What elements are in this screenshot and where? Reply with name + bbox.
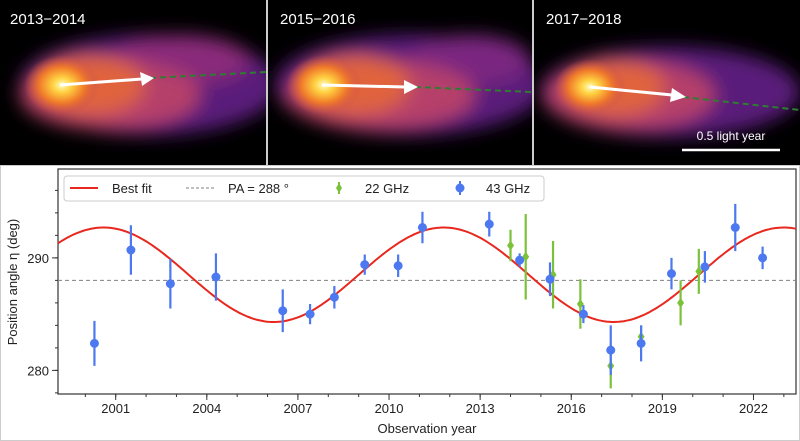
legend-43ghz-label: 43 GHz (486, 181, 530, 196)
circle-marker (278, 306, 288, 316)
legend-22ghz-label: 22 GHz (365, 181, 409, 196)
circle-marker (758, 253, 768, 263)
panel-label: 2017−2018 (546, 11, 622, 28)
point-43ghz (393, 254, 403, 277)
point-43ghz (484, 211, 494, 237)
x-tick-label: 2004 (192, 401, 221, 416)
circle-marker (666, 269, 676, 279)
scale-bar-label: 0.5 light year (697, 129, 766, 143)
circle-marker (211, 272, 221, 282)
point-43ghz (126, 225, 136, 275)
circle-marker (515, 255, 525, 265)
legend-43ghz-swatch (455, 183, 465, 193)
point-43ghz (305, 304, 315, 325)
circle-marker (730, 223, 740, 232)
panel-label: 2013−2014 (10, 11, 86, 28)
circle-marker (165, 279, 175, 289)
point-43ghz (211, 253, 221, 301)
circle-marker (305, 309, 315, 319)
legend-fit-label: Best fit (112, 181, 152, 196)
point-43ghz (89, 320, 99, 366)
legend-22ghz-swatch (336, 183, 342, 193)
image-panel-2015-2016: 2015−2016 (268, 0, 532, 165)
point-22ghz (677, 280, 685, 326)
point-43ghz (515, 253, 525, 267)
plot-area (57, 168, 797, 395)
y-tick-label: 280 (27, 363, 49, 378)
x-tick-label: 2007 (283, 401, 312, 416)
panel-label: 2015−2016 (280, 11, 356, 28)
x-tick-label: 2001 (101, 401, 130, 416)
diamond-marker (576, 299, 584, 309)
x-tick-label: 2022 (739, 401, 768, 416)
circle-marker (484, 219, 494, 229)
image-panel-2013-2014: 2013−2014 (0, 0, 266, 165)
point-43ghz (758, 246, 768, 270)
point-43ghz (700, 251, 710, 283)
diamond-marker (507, 240, 515, 251)
diamond-marker (677, 297, 685, 308)
point-22ghz (695, 248, 703, 294)
point-22ghz (576, 279, 584, 329)
x-axis-label: Observation year (378, 421, 478, 436)
point-43ghz (360, 254, 370, 275)
circle-marker (578, 309, 588, 319)
circle-marker (89, 338, 99, 348)
point-43ghz (165, 259, 175, 309)
y-axis-label: Position angle η (deg) (5, 219, 20, 345)
arrow-icon (670, 88, 686, 102)
circle-marker (360, 260, 370, 270)
circle-marker (606, 345, 616, 355)
point-43ghz (417, 211, 427, 244)
circle-marker (636, 338, 646, 348)
arrow-icon (404, 80, 418, 94)
point-43ghz (606, 325, 616, 375)
x-tick-label: 2013 (466, 401, 495, 416)
point-43ghz (666, 257, 676, 290)
legend: Best fit PA = 288 ° 22 GHz 43 GHz (63, 175, 545, 202)
circle-marker (700, 262, 710, 272)
point-43ghz (636, 325, 646, 362)
point-43ghz (278, 289, 288, 333)
diamond-marker (695, 266, 703, 277)
point-43ghz (730, 203, 740, 252)
image-panel-2017-2018: 2017−2018 0.5 light year (534, 0, 800, 165)
y-tick-label: 290 (27, 251, 49, 266)
circle-marker (393, 261, 403, 271)
arrow-icon (140, 72, 154, 86)
best-fit-curve (57, 226, 797, 323)
x-tick-label: 2016 (557, 401, 586, 416)
point-22ghz (507, 229, 515, 262)
circle-marker (417, 223, 427, 232)
chart: 2001 2004 2007 2010 2013 2016 2019 2022 280 290 B… (5, 168, 797, 436)
circle-marker (329, 292, 339, 302)
point-43ghz (329, 286, 339, 309)
x-tick-label: 2019 (648, 401, 677, 416)
legend-pa-label: PA = 288 ° (228, 181, 289, 196)
x-tick-label: 2010 (375, 401, 404, 416)
circle-marker (545, 274, 555, 284)
point-43ghz (545, 262, 555, 297)
circle-marker (126, 245, 136, 255)
point-43ghz (578, 305, 588, 324)
